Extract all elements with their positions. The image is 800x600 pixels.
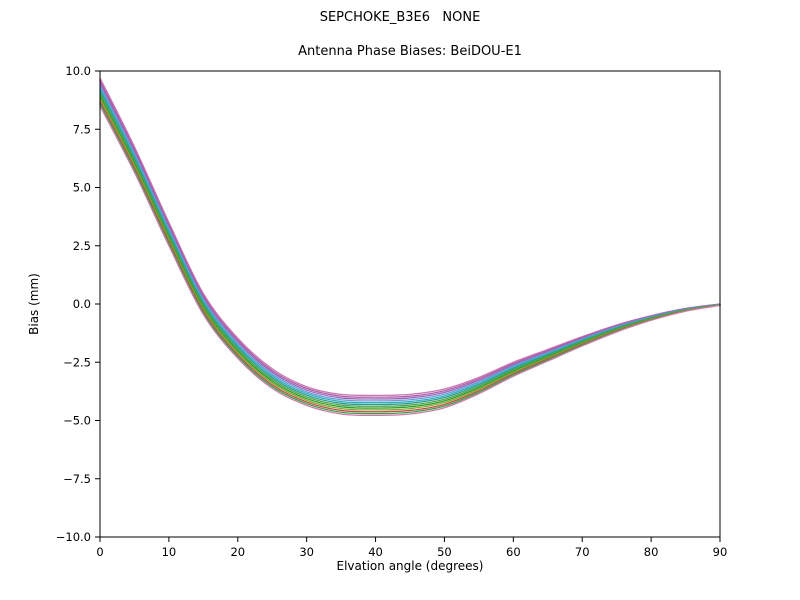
x-tick-label: 10 <box>162 545 177 559</box>
series-line-1 <box>99 77 721 397</box>
series-line-2 <box>99 79 721 398</box>
x-tick-label: 90 <box>713 545 728 559</box>
series-line-10 <box>99 100 721 413</box>
y-tick-label: 2.5 <box>73 239 91 253</box>
chart-title: SEPCHOKE_B3E6 NONE <box>319 10 481 25</box>
chart-subtitle: Antenna Phase Biases: BeiDOU-E1 <box>298 44 522 59</box>
series-line-12 <box>99 105 721 417</box>
series-line-9 <box>99 97 721 411</box>
x-tick-label: 0 <box>96 545 103 559</box>
y-tick-label: 10.0 <box>65 64 91 78</box>
x-tick-label: 20 <box>230 545 245 559</box>
x-tick-label: 50 <box>437 545 452 559</box>
x-tick-label: 80 <box>644 545 659 559</box>
series-line-7 <box>99 92 721 407</box>
series-line-6 <box>99 90 721 406</box>
series-line-4 <box>99 85 721 402</box>
y-tick-label: 5.0 <box>73 181 91 195</box>
x-axis-label: Elvation angle (degrees) <box>336 559 484 573</box>
x-tick-label: 40 <box>368 545 383 559</box>
y-tick-label: 0.0 <box>73 297 91 311</box>
plot-box <box>99 70 721 538</box>
x-tick-label: 30 <box>299 545 314 559</box>
y-tick-label: −5.0 <box>63 414 91 428</box>
y-tick-label: 7.5 <box>73 122 91 136</box>
x-tick-label: 60 <box>506 545 521 559</box>
series-line-5 <box>99 87 721 404</box>
series-line-3 <box>99 82 721 400</box>
y-tick-label: −7.5 <box>63 472 91 486</box>
series-line-8 <box>99 95 721 409</box>
y-tick-label: −10.0 <box>56 530 91 544</box>
y-axis-label: Bias (mm) <box>27 273 41 335</box>
series-line-11 <box>99 102 721 415</box>
y-tick-label: −2.5 <box>63 355 91 369</box>
x-tick-label: 70 <box>575 545 590 559</box>
